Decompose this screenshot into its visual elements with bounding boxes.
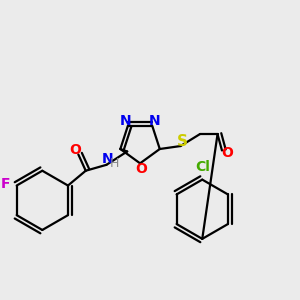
- Text: S: S: [176, 134, 188, 149]
- Text: O: O: [69, 143, 81, 157]
- Text: O: O: [221, 146, 233, 161]
- Text: N: N: [120, 114, 131, 128]
- Text: H: H: [110, 157, 119, 170]
- Text: N: N: [149, 114, 161, 128]
- Text: O: O: [136, 162, 148, 176]
- Text: N: N: [101, 152, 113, 167]
- Text: F: F: [1, 177, 10, 191]
- Text: Cl: Cl: [195, 160, 210, 174]
